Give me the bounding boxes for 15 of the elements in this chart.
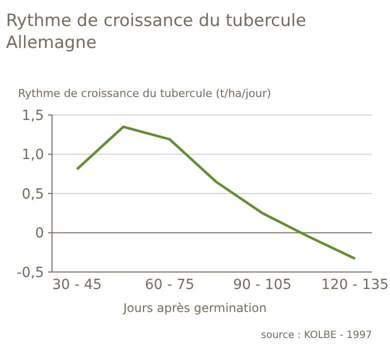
y-tick-label: 1,5 <box>22 108 44 124</box>
x-tick-label: 30 - 45 <box>52 277 102 293</box>
y-tick-label: 0 <box>35 226 44 242</box>
x-axis-title: Jours après germination <box>122 301 267 315</box>
x-tick-label: 120 - 135 <box>321 277 389 293</box>
source-note: source : KOLBE - 1997 <box>261 330 372 341</box>
chart-subtitle: Allemagne <box>6 33 97 53</box>
chart-title: Rythme de croissance du tubercule <box>6 11 306 31</box>
y-axis-title: Rythme de croissance du tubercule (t/ha/jour) <box>18 87 272 100</box>
y-tick-label: 1,0 <box>22 147 44 164</box>
y-tick-label: -0,5 <box>16 264 44 281</box>
x-tick-label: 90 - 105 <box>233 277 292 293</box>
y-tick-label: 0,5 <box>22 186 44 202</box>
x-tick-label: 60 - 75 <box>144 277 194 293</box>
line-series <box>76 126 356 260</box>
